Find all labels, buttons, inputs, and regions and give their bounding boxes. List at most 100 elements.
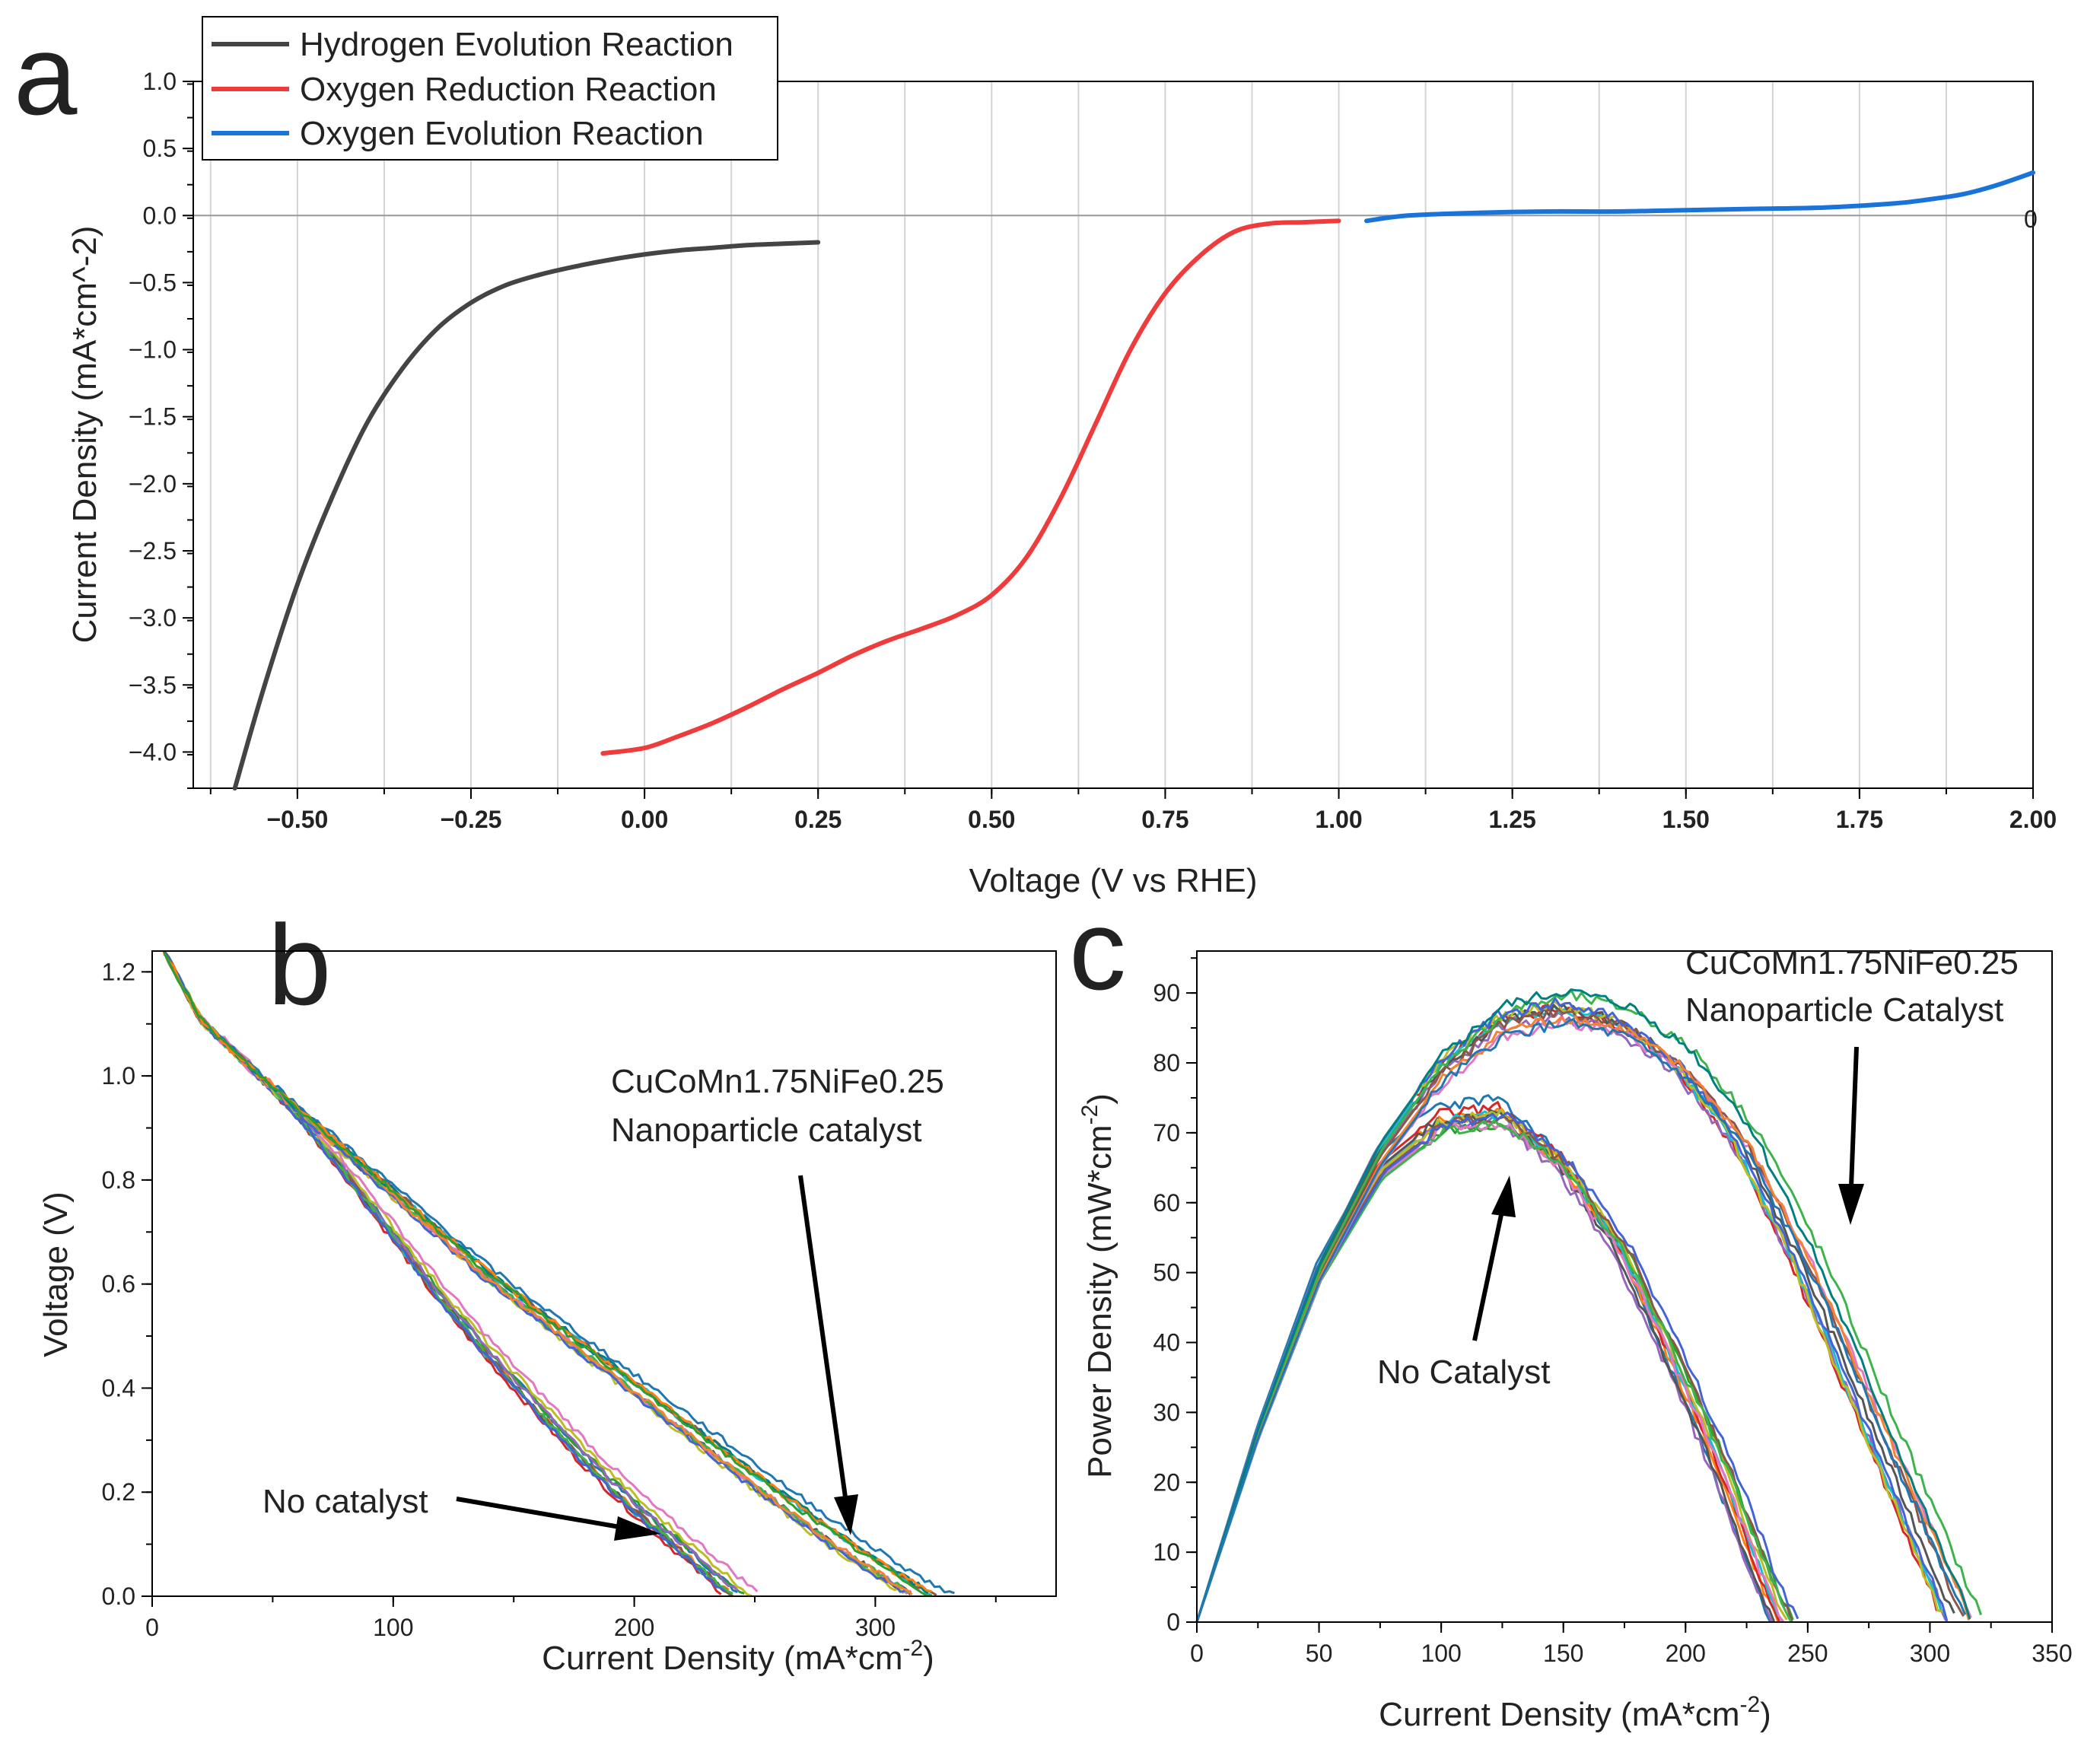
panel-c-y-axis-label-main: Power Density (mW*cm [1081,1125,1118,1478]
x-tick-label: 150 [1543,1640,1583,1667]
y-tick-label: 70 [1153,1119,1180,1147]
panel-c-annotation-catalyst-line2: Nanoparticle Catalyst [1685,991,2003,1029]
panel-b-annotation-no-catalyst: No catalyst [262,1483,428,1520]
legend-label-oer: Oxygen Evolution Reaction [300,115,704,152]
catalyst-run-line [163,951,929,1595]
panel-c-arrowhead-catalyst [1838,1184,1864,1225]
panel-b-annotation-catalyst-line2: Nanoparticle catalyst [611,1112,921,1149]
y-tick-label: 80 [1153,1049,1180,1077]
panel-c-annotation-no-catalyst: No Catalyst [1377,1354,1550,1391]
no-catalyst-run-line [163,952,745,1595]
no-catalyst-run-line [163,950,730,1591]
x-tick-label: 300 [855,1614,896,1641]
panel-b-x-axis-label: Current Density (mA*cm-2) [542,1636,934,1677]
panel-c-y-ticks: 0 10 20 30 40 50 60 70 80 90 [1153,957,1197,1636]
panel-label-b: b [268,901,331,1029]
x-tick-label: 1.25 [1489,806,1536,833]
no-catalyst-run-line [1195,1094,1771,1623]
x-tick-label: 300 [1910,1640,1950,1667]
x-tick-label: −0.50 [266,806,328,833]
catalyst-run-line [1195,988,1971,1623]
her-curve [232,240,821,791]
y-tick-label: 1.0 [102,1062,135,1090]
panel-a-x-ticks: −0.50 −0.25 0.00 0.25 0.50 0.75 1.00 1.25 1.50 1.… [209,788,2057,833]
panel-b-x-axis-label-main: Current Density (mA*cm [542,1640,902,1677]
panel-c-x-axis-label-sup: -2 [1739,1692,1760,1717]
panel-b-annotation-catalyst-line1: CuCoMn1.75NiFe0.25 [611,1063,944,1100]
panel-b-arrow-catalyst [798,1175,848,1503]
no-catalyst-run-line [163,950,733,1598]
panel-a: a −0.50 −0.25 0.00 0.25 0.50 0.75 1.00 1.25 1.50… [14,11,2057,899]
no-catalyst-run-line [164,952,759,1592]
x-tick-label: 1.50 [1662,806,1710,833]
panel-a-series [232,170,2035,791]
y-tick-label: 0.2 [102,1478,135,1506]
panel-c-y-axis-label-end: ) [1081,1093,1118,1105]
panel-b: b 0 100 200 300 0.0 0.2 0.4 0.6 0.8 1.0 1.2 Curre… [37,901,1057,1677]
oer-curve [1364,170,2035,224]
panel-a-plot-frame [192,81,2034,789]
x-tick-label: 100 [373,1614,413,1641]
panel-c-y-axis-label-sup: -2 [1077,1105,1102,1125]
y-tick-label: 40 [1153,1329,1180,1357]
catalyst-run-line [163,953,933,1598]
y-tick-label: 0.0 [102,1583,135,1610]
panel-b-y-axis-label: Voltage (V) [37,1191,75,1357]
panel-b-x-axis-label-end: ) [923,1640,934,1677]
y-tick-label: 0.8 [102,1166,135,1194]
x-tick-label: 0.50 [968,806,1015,833]
y-tick-label: −1.0 [129,336,177,364]
panel-b-arrowhead-catalyst [834,1494,858,1535]
panel-b-plot-frame [151,950,1057,1597]
panel-label-c: c [1069,886,1126,1013]
panel-a-x-axis-label: Voltage (V vs RHE) [969,862,1257,899]
y-tick-label: 20 [1153,1468,1180,1496]
x-tick-label: 50 [1306,1640,1333,1667]
y-tick-label: 0.6 [102,1271,135,1298]
x-tick-label: 350 [2032,1640,2072,1667]
y-tick-label: −0.5 [129,269,177,296]
legend-label-her: Hydrogen Evolution Reaction [300,26,733,63]
x-tick-label: 1.75 [1836,806,1883,833]
y-tick-label: −4.0 [129,738,177,765]
no-catalyst-run-line [163,950,732,1597]
catalyst-run-line [1195,1007,1965,1623]
panel-c-annotation-catalyst-line1: CuCoMn1.75NiFe0.25 [1685,944,2019,981]
x-tick-label: 2.00 [2009,806,2057,833]
panel-a-y-ticks: 1.0 0.5 0.0 −0.5 −1.0 −1.5 −2.0 −2.5 −3.0 −3.5 −4.… [129,68,193,789]
no-catalyst-run-line [163,950,726,1592]
x-tick-label: 250 [1787,1640,1828,1667]
panel-c-x-axis-label-main: Current Density (mA*cm [1379,1696,1739,1733]
y-tick-label: 30 [1153,1398,1180,1426]
panel-c-x-axis-label: Current Density (mA*cm-2) [1379,1692,1771,1733]
panel-a-y-axis-label: Current Density (mA*cm^-2) [66,226,103,644]
y-tick-label: −3.0 [129,604,177,631]
y-tick-label: 10 [1153,1538,1180,1566]
y-tick-label: 50 [1153,1259,1180,1287]
x-tick-label: −0.25 [440,806,501,833]
no-catalyst-run-line [163,950,738,1593]
panel-c-arrow-no-catalyst [1472,1210,1504,1341]
panel-a-gridlines [209,81,2034,788]
panel-b-arrowhead-no-catalyst [614,1516,660,1541]
y-tick-label: 90 [1153,979,1180,1007]
panel-c-y-axis-label: Power Density (mW*cm-2) [1077,1093,1118,1478]
panel-b-series [162,950,955,1598]
panel-c-arrow-catalyst [1849,1046,1859,1188]
panel-b-x-ticks: 0 100 200 300 [145,1596,997,1641]
panel-c-arrowhead-no-catalyst [1491,1175,1516,1217]
catalyst-run-line [1195,1018,1967,1623]
y-tick-label: 60 [1153,1189,1180,1217]
y-tick-label: −2.0 [129,470,177,498]
x-tick-label: 0.75 [1141,806,1188,833]
x-tick-label: 0 [1190,1640,1204,1667]
panel-c: c 0 50 100 150 200 250 300 350 0 10 20 30 40 50 60 70 8… [1069,886,2073,1733]
y-tick-label: −3.5 [129,671,177,698]
panel-b-arrow-no-catalyst [456,1497,625,1530]
no-catalyst-run-line [163,950,740,1592]
y-tick-label: 1.2 [102,958,135,985]
panel-label-a: a [14,11,78,138]
legend-box [202,16,778,161]
y-tick-label: 0.5 [143,135,177,162]
